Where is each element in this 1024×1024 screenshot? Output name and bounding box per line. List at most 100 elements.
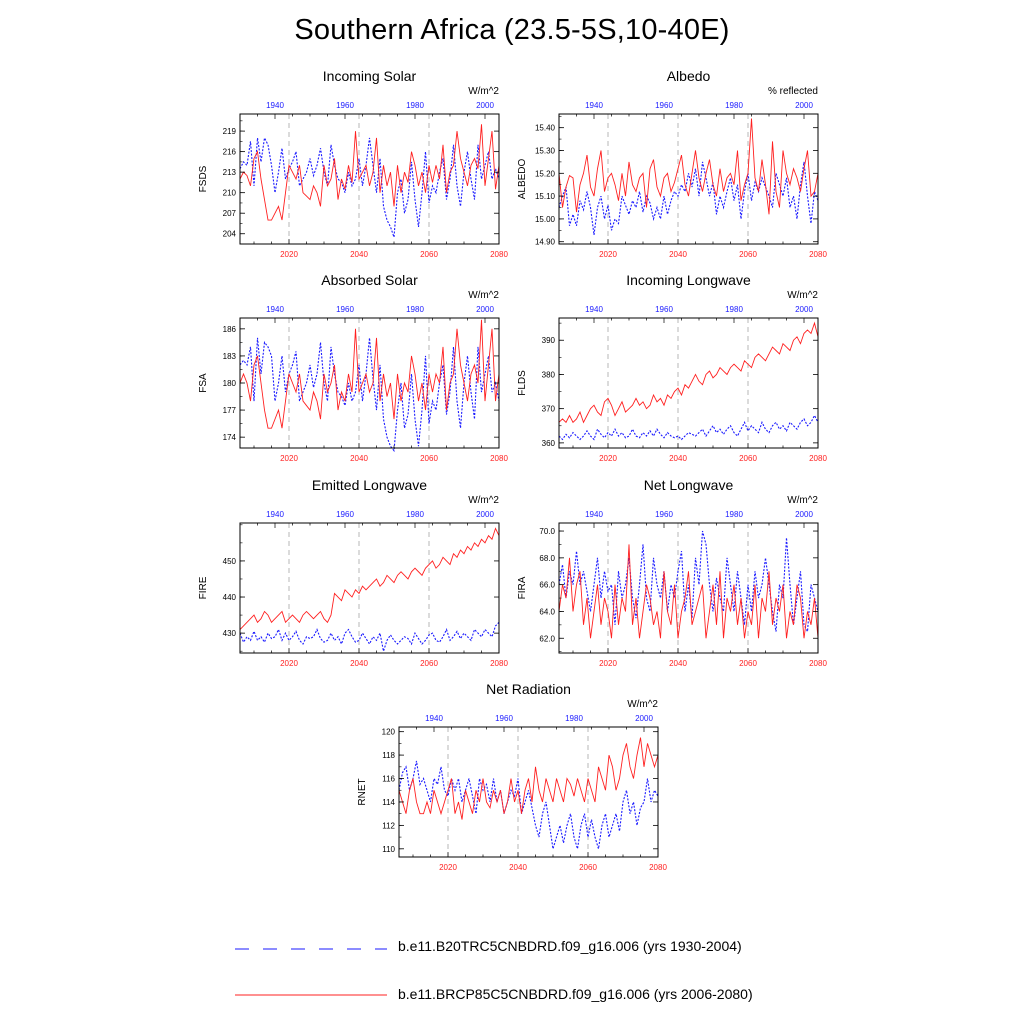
chart-fire: W/m^2 FIRE 430 440 450 2020 2040 2060 2080 1940 19… bbox=[198, 495, 508, 668]
x-top-tick-label: 1940 bbox=[266, 305, 284, 314]
y-tick-label: 120 bbox=[382, 728, 396, 737]
x-bottom-tick-label: 2020 bbox=[280, 659, 298, 668]
y-tick-label: 15.40 bbox=[535, 124, 556, 133]
y-tick-label: 14.90 bbox=[535, 238, 556, 247]
x-bottom-tick-label: 2080 bbox=[490, 659, 508, 668]
units-label: W/m^2 bbox=[627, 699, 658, 710]
x-top-tick-label: 1940 bbox=[585, 305, 603, 314]
y-tick-label: 62.0 bbox=[539, 634, 555, 643]
series-line-historical bbox=[239, 136, 500, 238]
legend-label-historical: b.e11.B20TRC5CNBDRD.f09_g16.006 (yrs 193… bbox=[398, 938, 742, 954]
x-top-tick-label: 2000 bbox=[476, 101, 494, 110]
x-top-tick-label: 2000 bbox=[635, 714, 653, 723]
x-top-tick-label: 1960 bbox=[655, 101, 673, 110]
x-bottom-tick-label: 2040 bbox=[669, 250, 687, 259]
x-bottom-tick-label: 2040 bbox=[350, 659, 368, 668]
y-axis-label: FSDS bbox=[198, 165, 209, 192]
y-axis-label: ALBEDO bbox=[517, 158, 528, 199]
y-tick-label: 370 bbox=[542, 405, 556, 414]
units-label: W/m^2 bbox=[468, 290, 499, 301]
x-bottom-tick-label: 2020 bbox=[599, 659, 617, 668]
x-top-tick-label: 1980 bbox=[725, 510, 743, 519]
plot-frame bbox=[558, 522, 819, 654]
y-axis-label: FIRA bbox=[517, 576, 528, 599]
y-tick-label: 116 bbox=[382, 775, 395, 784]
plot-frame bbox=[398, 726, 659, 858]
x-top-tick-label: 1960 bbox=[495, 714, 513, 723]
panel-title-fire: Emitted Longwave bbox=[311, 477, 428, 493]
y-tick-label: 440 bbox=[223, 593, 237, 602]
y-tick-label: 213 bbox=[223, 168, 237, 177]
legend-item-historical: b.e11.B20TRC5CNBDRD.f09_g16.006 (yrs 193… bbox=[235, 938, 795, 958]
x-bottom-tick-label: 2040 bbox=[350, 454, 368, 463]
panel-albedo: Albedo % reflected ALBEDO 14.90 15.00 15.10 15… bbox=[499, 68, 828, 274]
x-bottom-tick-label: 2060 bbox=[739, 454, 757, 463]
panel-title-albedo: Albedo bbox=[666, 68, 711, 84]
y-tick-label: 204 bbox=[223, 230, 237, 239]
chart-rnet: W/m^2 RNET 110 112 114 116 118 120 2020 2040 2060 2… bbox=[357, 699, 667, 872]
x-top-tick-label: 1940 bbox=[266, 101, 284, 110]
x-bottom-tick-label: 2040 bbox=[350, 250, 368, 259]
legend-label-future: b.e11.BRCP85C5CNBDRD.f09_g16.006 (yrs 20… bbox=[398, 986, 753, 1002]
y-tick-label: 207 bbox=[223, 209, 237, 218]
y-tick-label: 110 bbox=[382, 845, 395, 854]
x-top-tick-label: 1940 bbox=[585, 510, 603, 519]
panel-title-flds: Incoming Longwave bbox=[626, 272, 751, 288]
x-bottom-tick-label: 2020 bbox=[599, 250, 617, 259]
x-bottom-tick-label: 2020 bbox=[439, 863, 457, 872]
x-bottom-tick-label: 2060 bbox=[739, 659, 757, 668]
chart-flds: W/m^2 FLDS 360 370 380 390 2020 2040 2060 2080 194… bbox=[517, 290, 827, 463]
x-bottom-tick-label: 2060 bbox=[420, 250, 438, 259]
series-line-future bbox=[558, 544, 819, 639]
x-top-tick-label: 1960 bbox=[336, 101, 354, 110]
plot-frame bbox=[558, 317, 819, 449]
panel-title-rnet: Net Radiation bbox=[486, 681, 571, 697]
x-bottom-tick-label: 2020 bbox=[280, 250, 298, 259]
legend-swatch-future bbox=[235, 994, 387, 996]
y-tick-label: 450 bbox=[223, 557, 237, 566]
x-top-tick-label: 1980 bbox=[406, 101, 424, 110]
x-top-tick-label: 1960 bbox=[336, 305, 354, 314]
series-line-historical bbox=[239, 621, 500, 652]
y-tick-label: 186 bbox=[223, 325, 237, 334]
x-bottom-tick-label: 2080 bbox=[490, 250, 508, 259]
x-bottom-tick-label: 2020 bbox=[599, 454, 617, 463]
y-tick-label: 118 bbox=[382, 751, 395, 760]
panel-fire: Emitted Longwave W/m^2 FIRE 430 440 450 2020 20… bbox=[180, 477, 509, 683]
y-tick-label: 380 bbox=[542, 370, 556, 379]
y-tick-label: 70.0 bbox=[539, 527, 555, 536]
main-title: Southern Africa (23.5-5S,10-40E) bbox=[294, 14, 730, 46]
x-top-tick-label: 1980 bbox=[406, 305, 424, 314]
chart-fsa: W/m^2 FSA 174 177 180 183 186 2020 2040 2060 2080 1… bbox=[198, 290, 508, 463]
series-line-historical bbox=[398, 760, 659, 849]
units-label: W/m^2 bbox=[468, 495, 499, 506]
chart-fsds: W/m^2 FSDS 204 207 210 213 216 219 2020 2040 2060 2… bbox=[198, 86, 508, 259]
y-tick-label: 174 bbox=[223, 433, 237, 442]
plot-frame bbox=[239, 113, 500, 245]
x-top-tick-label: 2000 bbox=[795, 305, 813, 314]
series-line-historical bbox=[239, 337, 500, 453]
y-tick-label: 430 bbox=[223, 629, 237, 638]
panel-fsds: Incoming Solar W/m^2 FSDS 204 207 210 213 216 21… bbox=[180, 68, 509, 274]
y-tick-label: 66.0 bbox=[539, 581, 555, 590]
series-line-future bbox=[558, 321, 819, 424]
x-bottom-tick-label: 2040 bbox=[669, 659, 687, 668]
panel-title-fsa: Absorbed Solar bbox=[321, 272, 418, 288]
series-line-historical bbox=[558, 414, 819, 441]
y-axis-label: FIRE bbox=[198, 576, 209, 599]
y-tick-label: 180 bbox=[223, 379, 237, 388]
y-tick-label: 216 bbox=[223, 148, 237, 157]
y-axis-label: FLDS bbox=[517, 370, 528, 396]
x-top-tick-label: 1940 bbox=[266, 510, 284, 519]
y-tick-label: 64.0 bbox=[539, 607, 555, 616]
y-tick-label: 183 bbox=[223, 352, 237, 361]
y-tick-label: 15.20 bbox=[535, 169, 556, 178]
series-line-future bbox=[239, 527, 500, 630]
x-top-tick-label: 1980 bbox=[406, 510, 424, 519]
x-bottom-tick-label: 2020 bbox=[280, 454, 298, 463]
y-tick-label: 219 bbox=[223, 127, 237, 136]
y-tick-label: 390 bbox=[542, 336, 556, 345]
x-bottom-tick-label: 2080 bbox=[809, 250, 827, 259]
panel-flds: Incoming Longwave W/m^2 FLDS 360 370 380 390 20… bbox=[499, 272, 828, 478]
x-bottom-tick-label: 2040 bbox=[509, 863, 527, 872]
